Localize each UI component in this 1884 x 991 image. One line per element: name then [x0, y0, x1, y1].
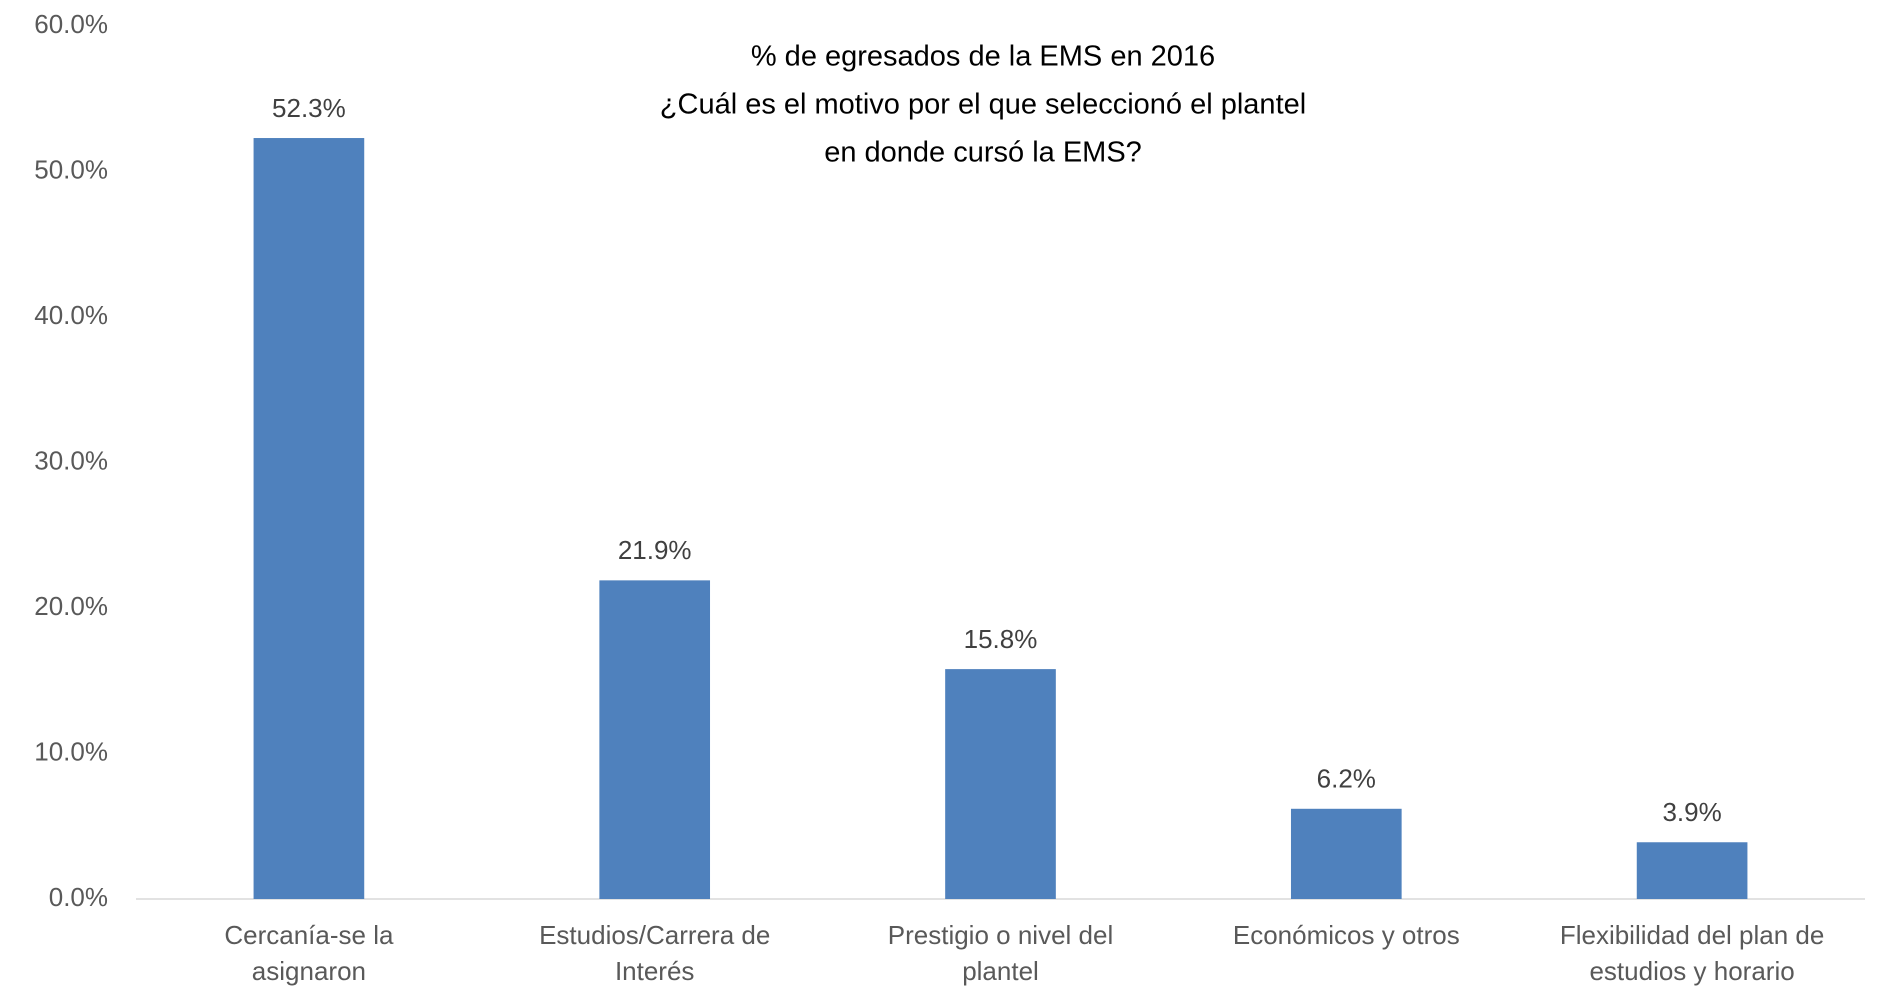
data-label: 21.9% — [618, 535, 692, 565]
x-tick-label: plantel — [962, 956, 1039, 986]
x-tick-label: estudios y horario — [1589, 956, 1794, 986]
x-tick-label: Flexibilidad del plan de — [1560, 920, 1825, 950]
data-label: 15.8% — [964, 624, 1038, 654]
data-label: 52.3% — [272, 93, 346, 123]
bar — [1636, 842, 1748, 899]
y-tick-label: 20.0% — [34, 591, 108, 621]
x-tick-label: Cercanía-se la — [224, 920, 394, 950]
x-tick-label: Estudios/Carrera de — [539, 920, 770, 950]
data-label: 3.9% — [1662, 797, 1721, 827]
y-tick-label: 30.0% — [34, 445, 108, 475]
x-tick-label: Económicos y otros — [1233, 920, 1460, 950]
y-tick-label: 0.0% — [49, 882, 108, 912]
y-tick-label: 10.0% — [34, 736, 108, 766]
x-tick-label: Prestigio o nivel del — [888, 920, 1113, 950]
y-tick-label: 40.0% — [34, 300, 108, 330]
data-label: 6.2% — [1317, 764, 1376, 794]
x-tick-label: Interés — [615, 956, 695, 986]
chart-title: % de egresados de la EMS en 2016 — [751, 41, 1215, 73]
y-tick-label: 60.0% — [34, 9, 108, 39]
bar — [1290, 808, 1402, 899]
chart-title: en donde cursó la EMS? — [824, 137, 1142, 169]
bar — [253, 138, 365, 899]
x-tick-label: asignaron — [252, 956, 366, 986]
y-tick-label: 50.0% — [34, 154, 108, 184]
bar — [945, 669, 1056, 899]
chart-title: ¿Cuál es el motivo por el que seleccionó… — [660, 89, 1306, 121]
bar — [599, 580, 711, 899]
